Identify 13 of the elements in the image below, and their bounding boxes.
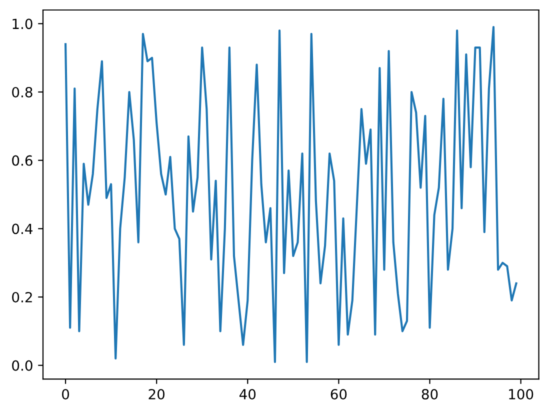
x-tick-label: 80 [422,388,438,400]
y-tick-label: 0.0 [12,360,32,371]
line-series [64,26,518,363]
y-tick-label: 0.2 [12,292,32,302]
x-tick-label: 100 [509,388,534,400]
y-tick-label: 0.8 [12,86,32,98]
x-tick-label: 60 [330,388,347,400]
y-tick-label: 0.4 [12,224,32,234]
x-tick-label: 0 [62,388,70,400]
y-tick-label: 1.0 [12,18,32,30]
x-tick-label: 20 [148,388,164,400]
y-tick-label: 0.6 [12,155,32,166]
x-tick-label: 40 [239,388,256,400]
